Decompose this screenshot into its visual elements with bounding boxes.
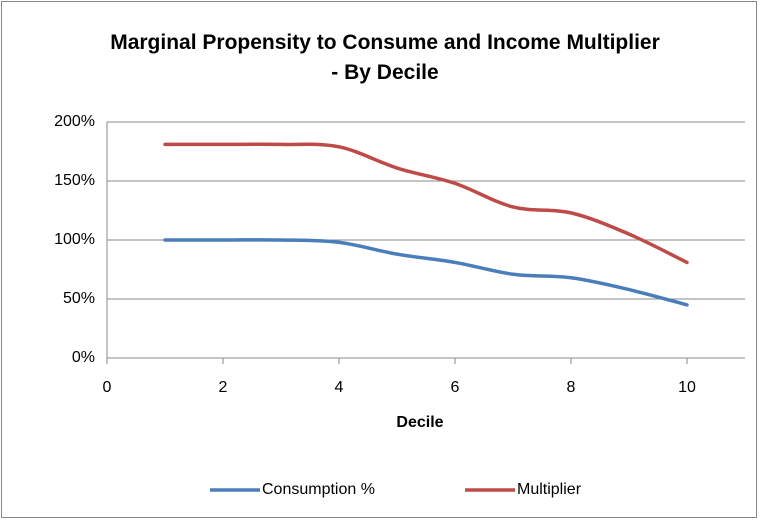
y-tick-label: 0% <box>72 349 95 366</box>
x-tick-label: 2 <box>219 379 228 396</box>
x-tick-label: 6 <box>451 379 460 396</box>
y-tick-label: 200% <box>54 113 95 130</box>
line-series <box>163 142 689 265</box>
y-tick-label: 50% <box>63 290 95 307</box>
x-tick-label: 0 <box>103 379 112 396</box>
chart-border <box>1 1 757 518</box>
x-tick-label: 8 <box>567 379 576 396</box>
x-tick-label: 10 <box>678 379 696 396</box>
y-tick-label: 100% <box>54 231 95 248</box>
x-axis-title: Decile <box>396 414 443 431</box>
legend-label: Consumption % <box>262 481 375 498</box>
legend-label: Multiplier <box>517 481 582 498</box>
line-series <box>163 238 689 307</box>
x-tick-label: 4 <box>335 379 344 396</box>
chart-title: Marginal Propensity to Consume and Incom… <box>110 31 660 84</box>
y-tick-label: 150% <box>54 172 95 189</box>
